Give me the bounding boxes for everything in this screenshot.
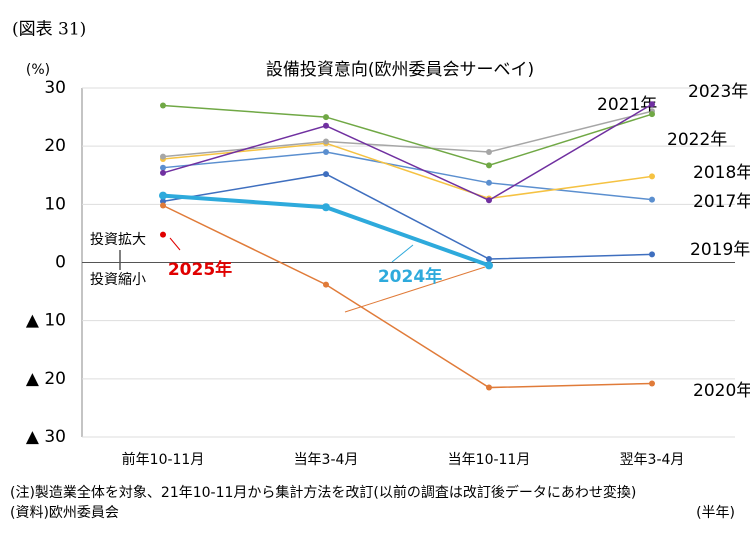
y-tick-label: 0 [55,253,66,273]
point [160,231,166,238]
series-line [162,104,653,167]
point [323,138,329,145]
point [159,191,167,200]
point [160,102,166,109]
series-label: 2017年 [693,192,750,212]
series-label: 2021年 [597,95,657,115]
series-line [162,173,653,260]
point [160,202,166,209]
point [323,281,329,288]
point [649,251,655,258]
series-label: 2020年 [693,381,750,401]
point [649,196,655,203]
point [323,171,329,178]
point [486,197,492,204]
point [486,179,492,186]
series-line [162,142,653,200]
series-line [162,151,653,201]
arrow [344,266,486,313]
point [486,162,492,169]
y-tick-label: 30 [44,78,66,98]
annotation: 投資縮小 [90,272,146,288]
point [649,173,655,180]
note: (注)製造業全体を対象、21年10-11月から集計方法を改訂(以前の調査は改訂後… [10,484,636,501]
y-tick-label: 10 [44,194,66,214]
point [323,148,329,155]
y-tick-label: ▲ 10 [26,311,66,331]
series-label: 2022年 [667,130,727,150]
x-tick-label: 当年3-4月 [294,452,359,468]
y-unit: (%) [26,62,50,78]
point [323,122,329,129]
point [323,114,329,121]
x-tick-label: 翌年3-4月 [620,452,685,468]
y-tick-label: ▲ 20 [26,369,66,389]
arrow [391,244,414,263]
x-tick-label: 前年10-11月 [122,451,205,468]
point [649,111,655,118]
chart-title: 設備投資意向(欧州委員会サーベイ) [266,60,534,80]
point [486,384,492,391]
series-line [162,110,653,158]
series-label: 2018年 [693,163,750,183]
x-tick-label: 当年10-11月 [448,452,531,468]
point [160,169,166,176]
y-tick-label: 20 [44,136,66,156]
figure-label: (図表 31) [12,20,86,40]
x-unit: (半年) [696,505,735,521]
series-label: 2024年 [378,266,442,287]
annotation: 投資拡大 [90,232,146,248]
point [160,153,166,160]
point [486,148,492,155]
series-label: 2025年 [168,259,232,280]
arrow [169,237,181,251]
point [322,203,330,212]
point [649,101,655,108]
point [649,380,655,387]
y-tick-label: ▲ 30 [26,427,66,447]
point [486,256,492,263]
series-line [162,103,653,202]
series-line [162,204,653,389]
point [485,261,493,270]
series-label: 2023年 [688,82,748,102]
series-label: 2019年 [690,240,750,260]
note: (資料)欧州委員会 [10,505,119,521]
point [160,164,166,171]
